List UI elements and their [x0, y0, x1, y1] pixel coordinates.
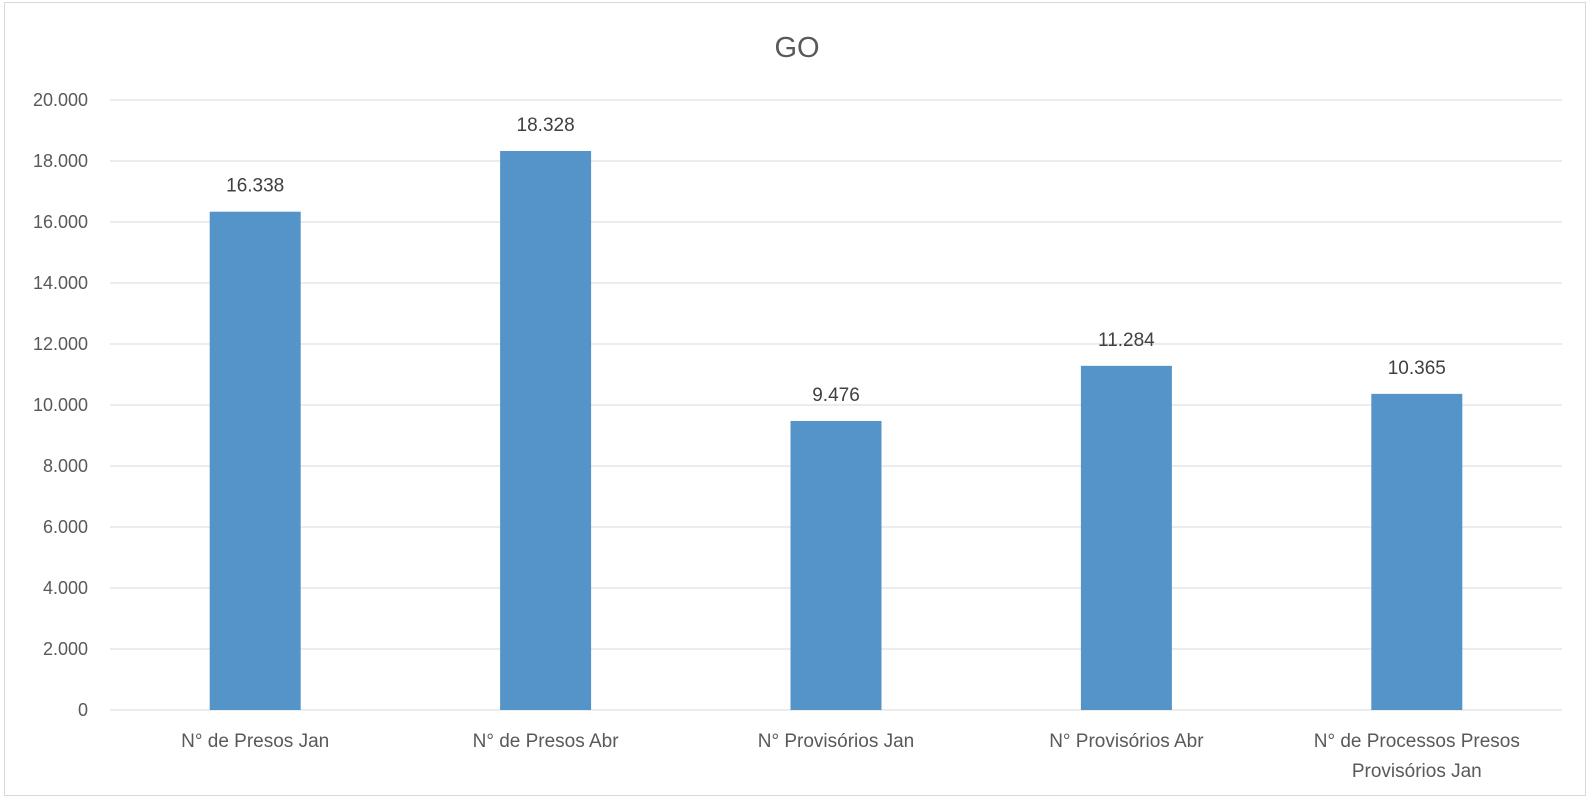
value-labels: 16.338 18.328 9.476 11.284 10.365: [226, 115, 1446, 406]
bar-value-label: 10.365: [1388, 358, 1446, 379]
bars: [209, 150, 1463, 711]
y-tick-label: 10.000: [33, 395, 88, 415]
bar-value-label: 16.338: [226, 176, 284, 197]
x-tick-label: Provisórios Jan: [1352, 761, 1482, 782]
y-tick-label: 2.000: [43, 639, 88, 659]
bar: [790, 420, 882, 710]
x-tick-label: N° Provisórios Abr: [1049, 731, 1204, 752]
y-tick-label: 20.000: [33, 90, 88, 110]
bar: [1371, 393, 1463, 710]
y-tick-label: 18.000: [33, 151, 88, 171]
bar: [500, 150, 592, 711]
y-tick-label: 14.000: [33, 273, 88, 293]
y-axis-ticks: 0 2.000 4.000 6.000 8.000 10.000 12.000 14.000 1…: [33, 90, 88, 720]
x-tick-label: N° Provisórios Jan: [758, 731, 914, 752]
y-tick-label: 4.000: [43, 578, 88, 598]
bar-value-label: 9.476: [812, 385, 860, 406]
y-tick-label: 6.000: [43, 517, 88, 537]
bar-value-label: 18.328: [517, 115, 575, 136]
y-tick-label: 8.000: [43, 456, 88, 476]
x-tick-label: N° de Presos Abr: [473, 731, 620, 752]
bar: [1080, 365, 1172, 710]
y-tick-label: 12.000: [33, 334, 88, 354]
bar: [209, 211, 301, 711]
chart-title: GO: [774, 32, 819, 64]
bar-value-label: 11.284: [1098, 330, 1155, 351]
x-tick-label: N° de Presos Jan: [181, 731, 329, 752]
y-tick-label: 16.000: [33, 212, 88, 232]
x-axis-categories: N° de Presos Jan N° de Presos Abr N° Provi…: [181, 731, 1520, 782]
x-tick-label: N° de Processos Presos: [1314, 731, 1520, 752]
y-tick-label: 0: [78, 700, 88, 720]
grid-lines: [110, 99, 1562, 711]
